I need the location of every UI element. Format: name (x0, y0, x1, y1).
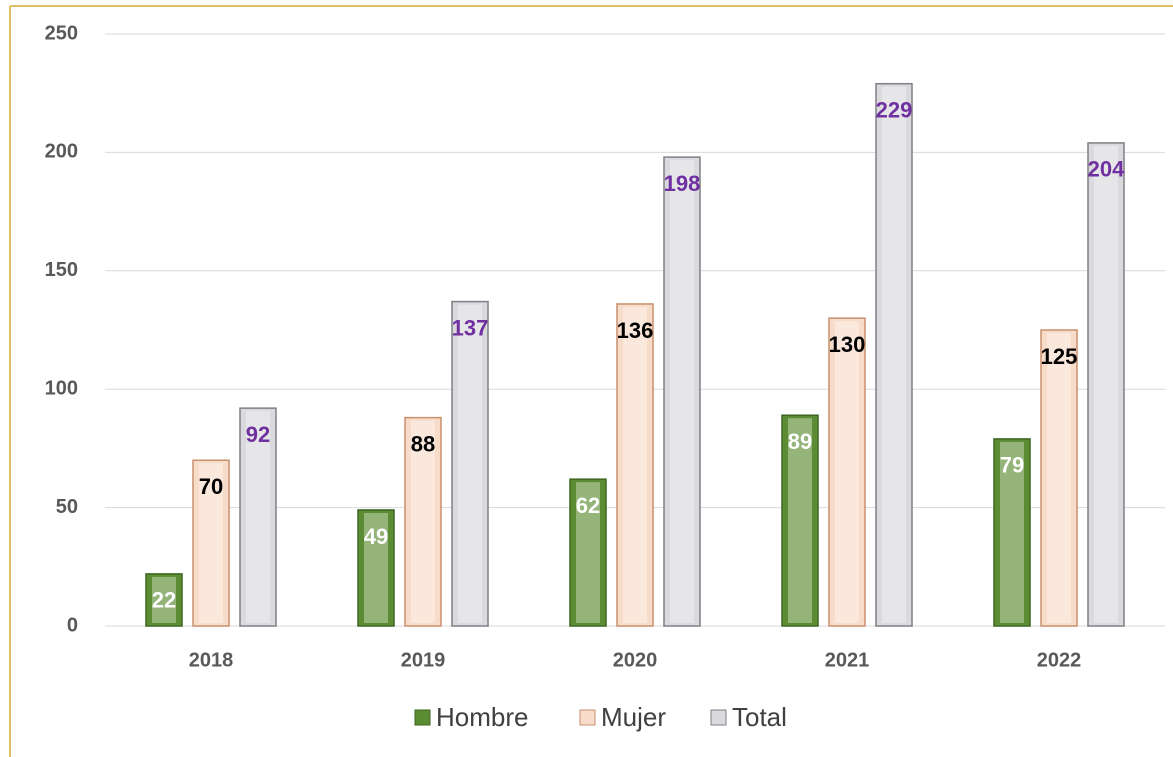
x-tick-label: 2020 (613, 649, 658, 671)
bar (828, 317, 866, 627)
data-label: 92 (246, 422, 270, 447)
bar (404, 416, 442, 627)
x-tick-label: 2021 (825, 649, 870, 671)
bar (1040, 329, 1078, 627)
y-tick-label: 250 (45, 22, 78, 44)
x-tick-label: 2022 (1037, 649, 1082, 671)
bar (192, 459, 230, 627)
data-label: 22 (152, 588, 176, 613)
data-label: 70 (199, 474, 223, 499)
data-label: 198 (664, 171, 701, 196)
bar (781, 414, 819, 627)
bar-highlight (1000, 441, 1024, 623)
bar (451, 300, 489, 627)
legend-swatch (710, 709, 727, 726)
bar (875, 82, 913, 627)
data-label: 79 (1000, 453, 1024, 478)
x-tick-label: 2018 (189, 649, 234, 671)
bar-highlight (458, 304, 482, 623)
data-label: 49 (364, 524, 388, 549)
bar (569, 478, 607, 627)
data-label: 136 (617, 318, 654, 343)
bar (663, 156, 701, 627)
x-tick-label: 2019 (401, 649, 446, 671)
bar (1087, 142, 1125, 627)
data-label: 204 (1088, 157, 1125, 182)
bar-highlight (246, 411, 270, 623)
bar-highlight (1094, 145, 1118, 624)
bar (357, 509, 395, 627)
bar-highlight (364, 512, 388, 623)
bar-highlight (670, 160, 694, 624)
y-tick-label: 100 (45, 377, 78, 399)
legend-swatch (579, 709, 596, 726)
bar-highlight (1047, 333, 1071, 623)
bar (239, 407, 277, 627)
bar-highlight (199, 463, 223, 623)
legend-swatch (414, 709, 431, 726)
data-label: 89 (788, 429, 812, 454)
data-label: 62 (576, 493, 600, 518)
legend-label: Mujer (601, 702, 666, 732)
y-tick-label: 50 (56, 496, 78, 518)
bar (616, 303, 654, 627)
y-tick-label: 200 (45, 141, 78, 163)
legend-label: Hombre (436, 702, 528, 732)
bar-highlight (411, 420, 435, 623)
y-tick-label: 0 (67, 614, 78, 636)
legend-label: Total (732, 702, 787, 732)
bar-highlight (882, 86, 906, 623)
y-tick-label: 150 (45, 259, 78, 281)
data-label: 88 (411, 431, 435, 456)
bar-highlight (835, 321, 859, 623)
bar-highlight (623, 306, 647, 623)
data-label: 130 (829, 332, 866, 357)
bar (993, 438, 1031, 627)
data-label: 229 (876, 98, 913, 123)
bar-highlight (152, 576, 176, 623)
bar-highlight (576, 482, 600, 623)
data-label: 125 (1041, 344, 1078, 369)
data-label: 137 (452, 315, 489, 340)
bar (145, 573, 183, 627)
bar-highlight (788, 418, 812, 623)
